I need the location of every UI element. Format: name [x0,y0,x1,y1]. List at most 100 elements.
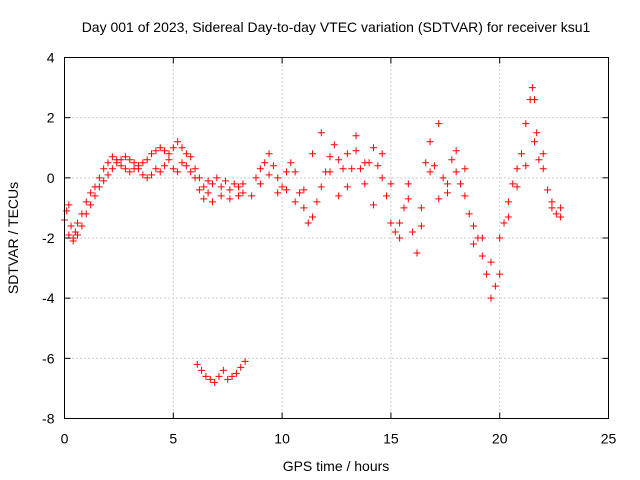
data-point [470,240,478,248]
data-point [487,258,495,266]
data-point [252,174,260,182]
grid-lines [64,57,609,419]
data-point [435,195,443,203]
data-point [108,165,116,173]
data-point [211,378,219,386]
data-point [557,204,565,212]
data-point [139,171,147,179]
data-point [287,159,295,167]
data-point [535,156,543,164]
data-point [82,198,90,206]
data-point [496,234,504,242]
data-point [182,150,190,158]
data-point [126,156,134,164]
data-point [513,165,521,173]
data-point [483,270,491,278]
data-point [74,219,82,227]
data-point [100,165,108,173]
data-point [282,186,290,194]
data-point [291,168,299,176]
data-point [478,252,486,260]
data-point [193,360,201,368]
data-point [539,165,547,173]
data-point [461,192,469,200]
data-point [235,183,243,191]
y-tick-labels: -8 -6 -4 -2 0 2 4 [42,50,55,427]
data-point [361,159,369,167]
data-point [522,120,530,128]
data-point [87,201,95,209]
data-point [198,366,206,374]
data-point [422,159,430,167]
data-point [165,156,173,164]
data-point [222,177,230,185]
data-point [187,168,195,176]
data-point [457,180,465,188]
data-point [509,180,517,188]
data-point [230,180,238,188]
data-point [228,372,236,380]
data-point [413,249,421,257]
y-tick-label: -6 [42,350,55,366]
data-point [169,144,177,152]
data-point [191,174,199,182]
data-point [404,195,412,203]
data-point [343,150,351,158]
data-point [274,189,282,197]
data-point [452,168,460,176]
data-point [91,192,99,200]
data-point [121,153,129,161]
x-tick-label: 0 [61,431,69,447]
data-point [67,222,75,230]
data-point [69,237,77,245]
data-point [82,210,90,218]
data-point [378,174,386,182]
data-point [317,183,325,191]
data-point [496,270,504,278]
data-point [74,231,82,239]
data-point [165,150,173,158]
data-point [522,162,530,170]
data-point [208,180,216,188]
data-point [369,144,377,152]
data-point [352,132,360,140]
data-point [335,192,343,200]
axis-ticks [64,57,609,419]
data-point [409,228,417,236]
data-point [443,189,451,197]
data-point [161,147,169,155]
data-point [313,198,321,206]
data-point [426,138,434,146]
data-point [461,165,469,173]
data-point [87,189,95,197]
data-point [426,168,434,176]
data-point [178,144,186,152]
data-point [152,147,160,155]
data-point [117,156,125,164]
data-point [213,174,221,182]
data-point [152,165,160,173]
data-point [148,171,156,179]
data-point [191,165,199,173]
data-point [174,138,182,146]
data-point [174,168,182,176]
data-point [78,222,86,230]
y-tick-label: 0 [47,170,55,186]
data-point [182,162,190,170]
x-tick-label: 5 [169,431,177,447]
data-point [531,96,539,104]
data-point [104,159,112,167]
data-point [400,204,408,212]
data-point [517,150,525,158]
data-point [435,120,443,128]
data-point [396,234,404,242]
data-point [219,366,227,374]
data-point [187,153,195,161]
main-track-series [61,84,565,290]
data-point [478,234,486,242]
data-point [143,156,151,164]
data-point [156,144,164,152]
data-point [130,159,138,167]
data-point [448,156,456,164]
data-point [139,159,147,167]
